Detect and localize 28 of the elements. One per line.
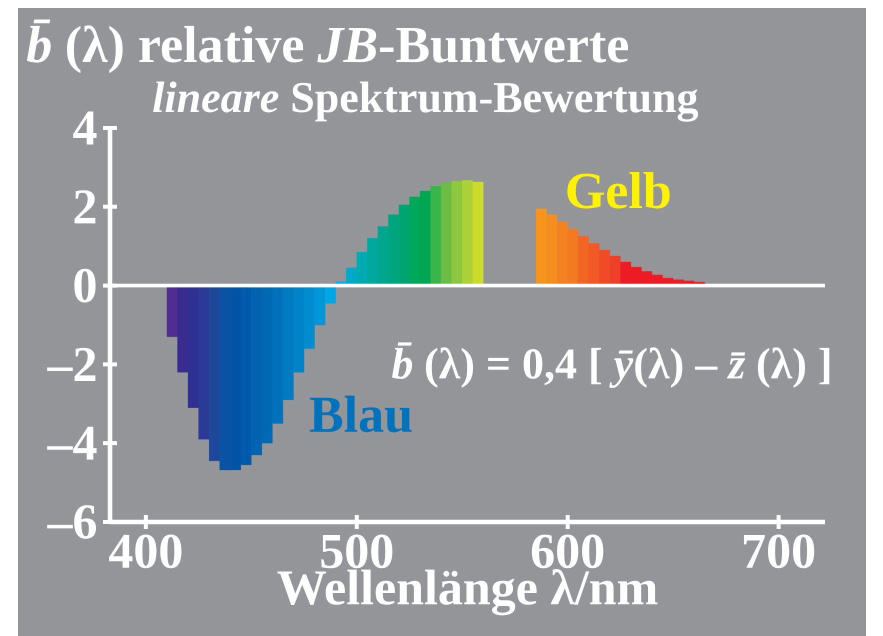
y-tick-label: –4 (47, 426, 97, 460)
annotation: Blau (310, 396, 412, 432)
x-tick-label: 700 (744, 534, 814, 568)
x-axis-title: Wellenlänge λ/nm (277, 569, 658, 616)
bar (472, 182, 484, 286)
x-tick-label: 500 (321, 534, 392, 568)
annotation: b̄(λ) = 0,4 [ ȳ(λ) – z̄(λ) ] (392, 342, 830, 388)
bar (166, 285, 178, 337)
bar (398, 204, 410, 286)
x-tick-label: 600 (532, 534, 604, 568)
y-tick-label: 4 (73, 112, 97, 144)
y-tick-label: 0 (74, 268, 96, 302)
bar (430, 186, 442, 286)
chart-title: b̄(λ) relative JB-Buntwerte (26, 19, 628, 74)
bar (356, 252, 368, 286)
y-tick-label: –6 (47, 505, 96, 539)
bar (462, 180, 473, 286)
y-tick-label: 2 (74, 190, 96, 224)
y-tick-label: –2 (47, 348, 96, 381)
bar (440, 182, 452, 286)
chart-subtitle: lineare Spektrum-Bewertung (153, 81, 698, 122)
bar (388, 214, 400, 286)
x-tick-label: 400 (109, 534, 182, 568)
bar (452, 181, 462, 286)
bar (367, 238, 378, 286)
annotation: Gelb (567, 172, 670, 209)
bar (208, 285, 220, 462)
bar (378, 226, 389, 286)
